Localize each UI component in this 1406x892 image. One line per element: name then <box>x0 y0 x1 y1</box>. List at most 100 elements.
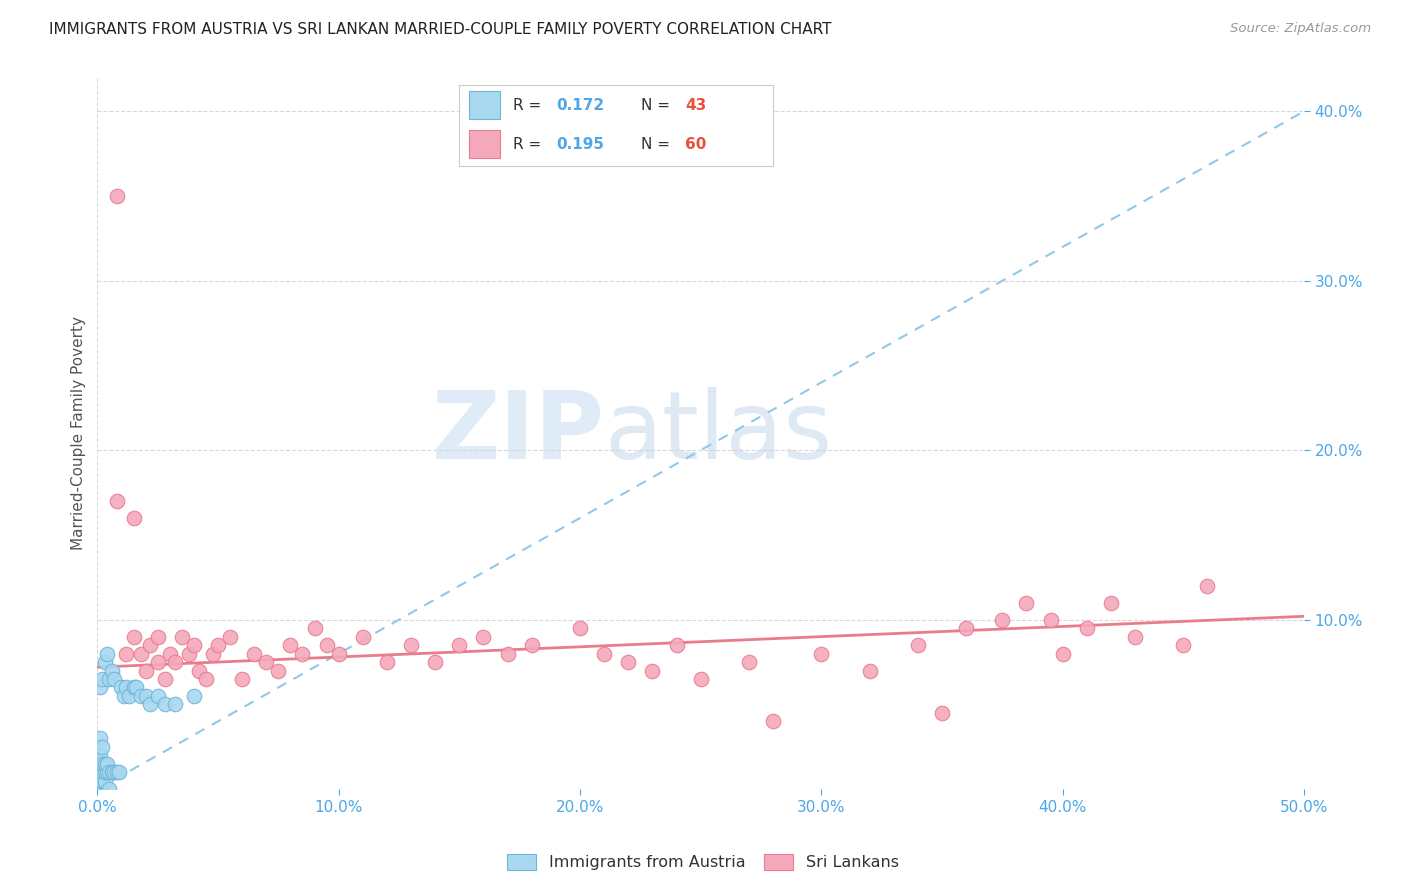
Point <box>146 655 169 669</box>
Point <box>472 630 495 644</box>
Point <box>449 638 471 652</box>
Point <box>89 782 111 797</box>
Text: IMMIGRANTS FROM AUSTRIA VS SRI LANKAN MARRIED-COUPLE FAMILY POVERTY CORRELATION : IMMIGRANTS FROM AUSTRIA VS SRI LANKAN MA… <box>49 22 832 37</box>
Point <box>91 773 114 788</box>
Point <box>399 638 422 652</box>
Point <box>98 672 121 686</box>
Point <box>641 664 664 678</box>
Point <box>103 672 125 686</box>
Point <box>762 714 785 729</box>
Point <box>267 664 290 678</box>
Point <box>86 748 108 763</box>
Point <box>139 638 162 652</box>
Point <box>569 621 592 635</box>
Point <box>183 638 205 652</box>
Point <box>1076 621 1098 635</box>
Point <box>96 647 118 661</box>
Point <box>170 630 193 644</box>
Point <box>202 647 225 661</box>
Point <box>1197 579 1219 593</box>
Point <box>122 630 145 644</box>
Point <box>89 681 111 695</box>
Point <box>858 664 880 678</box>
Point <box>243 647 266 661</box>
Point <box>122 511 145 525</box>
Point <box>115 647 138 661</box>
Point <box>98 765 121 780</box>
Point <box>135 689 157 703</box>
Point <box>496 647 519 661</box>
Point <box>93 765 115 780</box>
Point <box>231 672 253 686</box>
Point <box>187 664 209 678</box>
Y-axis label: Married-Couple Family Poverty: Married-Couple Family Poverty <box>72 317 86 550</box>
Point <box>163 698 186 712</box>
Point <box>207 638 229 652</box>
Point <box>375 655 398 669</box>
Point <box>163 655 186 669</box>
Point <box>93 773 115 788</box>
Point <box>931 706 953 720</box>
Point <box>219 630 242 644</box>
Point <box>96 765 118 780</box>
Point <box>146 689 169 703</box>
Point <box>1039 613 1062 627</box>
Point <box>177 647 200 661</box>
Point <box>115 681 138 695</box>
Point <box>153 698 176 712</box>
Point <box>93 756 115 771</box>
Point <box>280 638 302 652</box>
Point <box>665 638 688 652</box>
Point <box>617 655 640 669</box>
Point <box>593 647 616 661</box>
Point <box>955 621 977 635</box>
Point <box>93 655 115 669</box>
Point <box>122 681 145 695</box>
Point <box>328 647 350 661</box>
Point <box>159 647 181 661</box>
Point <box>146 630 169 644</box>
Point <box>105 494 128 508</box>
Text: ZIP: ZIP <box>432 387 605 479</box>
Point <box>98 782 121 797</box>
Point <box>153 672 176 686</box>
Point <box>304 621 326 635</box>
Point <box>352 630 374 644</box>
Point <box>101 664 124 678</box>
Point <box>96 756 118 771</box>
Point <box>254 655 277 669</box>
Point <box>1015 596 1038 610</box>
Point <box>907 638 929 652</box>
Point <box>425 655 447 669</box>
Point <box>89 748 111 763</box>
Point <box>89 765 111 780</box>
Point <box>89 731 111 746</box>
Point <box>194 672 217 686</box>
Point <box>183 689 205 703</box>
Point <box>991 613 1014 627</box>
Point <box>86 773 108 788</box>
Point <box>315 638 337 652</box>
Point <box>110 681 132 695</box>
Legend: Immigrants from Austria, Sri Lankans: Immigrants from Austria, Sri Lankans <box>501 848 905 877</box>
Point <box>1052 647 1074 661</box>
Point <box>129 689 152 703</box>
Point <box>738 655 761 669</box>
Point <box>291 647 314 661</box>
Point <box>1173 638 1195 652</box>
Point <box>89 773 111 788</box>
Point <box>101 765 124 780</box>
Point <box>91 672 114 686</box>
Point <box>139 698 162 712</box>
Point <box>91 765 114 780</box>
Point <box>810 647 832 661</box>
Point <box>108 765 131 780</box>
Text: atlas: atlas <box>605 387 832 479</box>
Point <box>129 647 152 661</box>
Point <box>91 739 114 754</box>
Point <box>112 689 135 703</box>
Point <box>105 189 128 203</box>
Point <box>135 664 157 678</box>
Text: Source: ZipAtlas.com: Source: ZipAtlas.com <box>1230 22 1371 36</box>
Point <box>103 765 125 780</box>
